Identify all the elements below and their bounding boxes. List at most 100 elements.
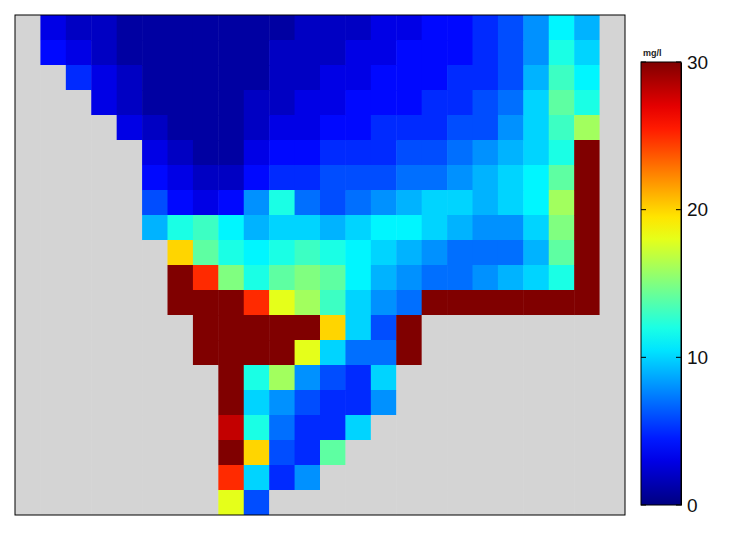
- land-cell: [66, 490, 92, 515]
- land-cell: [117, 140, 143, 166]
- sea-cell: [523, 140, 549, 166]
- land-cell: [117, 390, 143, 416]
- sea-cell: [422, 265, 448, 291]
- land-cell: [574, 440, 600, 466]
- land-cell: [40, 165, 66, 191]
- land-cell: [600, 415, 625, 441]
- land-cell: [66, 215, 92, 241]
- land-cell: [422, 465, 448, 491]
- land-cell: [15, 65, 41, 91]
- land-cell: [473, 440, 499, 466]
- sea-cell: [549, 190, 575, 216]
- land-cell: [40, 290, 66, 316]
- land-cell: [66, 115, 92, 141]
- sea-cell: [142, 140, 168, 166]
- sea-cell: [295, 465, 321, 491]
- sea-cell: [498, 215, 524, 241]
- sea-cell: [269, 190, 295, 216]
- land-cell: [320, 490, 346, 515]
- land-cell: [15, 115, 41, 141]
- sea-cell: [320, 115, 346, 141]
- land-cell: [600, 165, 625, 191]
- sea-cell: [218, 65, 244, 91]
- sea-cell: [371, 90, 397, 116]
- sea-cell: [345, 140, 371, 166]
- sea-cell: [320, 340, 346, 366]
- sea-cell: [244, 390, 270, 416]
- sea-cell: [168, 215, 194, 241]
- land-cell: [40, 440, 66, 466]
- land-cell: [574, 415, 600, 441]
- sea-cell: [574, 165, 600, 191]
- sea-cell: [345, 165, 371, 191]
- land-cell: [91, 315, 117, 341]
- sea-cell: [345, 115, 371, 141]
- land-cell: [549, 490, 575, 515]
- land-cell: [40, 240, 66, 266]
- sea-cell: [320, 190, 346, 216]
- sea-cell: [269, 65, 295, 91]
- sea-cell: [218, 390, 244, 416]
- land-cell: [193, 440, 219, 466]
- land-cell: [91, 115, 117, 141]
- sea-cell: [345, 40, 371, 66]
- sea-cell: [549, 140, 575, 166]
- sea-cell: [371, 265, 397, 291]
- land-cell: [396, 415, 422, 441]
- sea-cell: [91, 40, 117, 66]
- sea-cell: [422, 240, 448, 266]
- sea-cell: [295, 290, 321, 316]
- land-cell: [473, 315, 499, 341]
- sea-cell: [117, 65, 143, 91]
- colorbar-label: mg/l: [643, 48, 662, 58]
- sea-cell: [549, 65, 575, 91]
- sea-cell: [523, 215, 549, 241]
- sea-cell: [320, 365, 346, 391]
- land-cell: [91, 140, 117, 166]
- sea-cell: [117, 115, 143, 141]
- sea-cell: [345, 190, 371, 216]
- land-cell: [142, 415, 168, 441]
- sea-cell: [523, 90, 549, 116]
- sea-cell: [142, 90, 168, 116]
- land-cell: [447, 465, 473, 491]
- land-cell: [15, 190, 41, 216]
- land-cell: [523, 490, 549, 515]
- land-cell: [600, 315, 625, 341]
- sea-cell: [295, 390, 321, 416]
- sea-cell: [269, 340, 295, 366]
- sea-cell: [396, 90, 422, 116]
- sea-cell: [371, 40, 397, 66]
- land-cell: [40, 340, 66, 366]
- sea-cell: [371, 290, 397, 316]
- sea-cell: [396, 15, 422, 41]
- land-cell: [66, 315, 92, 341]
- sea-cell: [295, 165, 321, 191]
- land-cell: [40, 365, 66, 391]
- land-cell: [66, 190, 92, 216]
- land-cell: [549, 465, 575, 491]
- sea-cell: [117, 90, 143, 116]
- sea-cell: [295, 365, 321, 391]
- land-cell: [40, 415, 66, 441]
- sea-cell: [295, 240, 321, 266]
- sea-cell: [447, 265, 473, 291]
- land-cell: [40, 465, 66, 491]
- sea-cell: [218, 140, 244, 166]
- land-cell: [66, 265, 92, 291]
- sea-cell: [142, 40, 168, 66]
- land-cell: [168, 440, 194, 466]
- land-cell: [66, 290, 92, 316]
- colorbar-tick: 20: [681, 199, 708, 220]
- land-cell: [549, 340, 575, 366]
- land-cell: [142, 490, 168, 515]
- sea-cell: [269, 140, 295, 166]
- land-cell: [396, 465, 422, 491]
- sea-cell: [574, 90, 600, 116]
- land-cell: [142, 340, 168, 366]
- land-cell: [91, 265, 117, 291]
- sea-cell: [244, 165, 270, 191]
- sea-cell: [396, 340, 422, 366]
- sea-cell: [269, 115, 295, 141]
- sea-cell: [218, 115, 244, 141]
